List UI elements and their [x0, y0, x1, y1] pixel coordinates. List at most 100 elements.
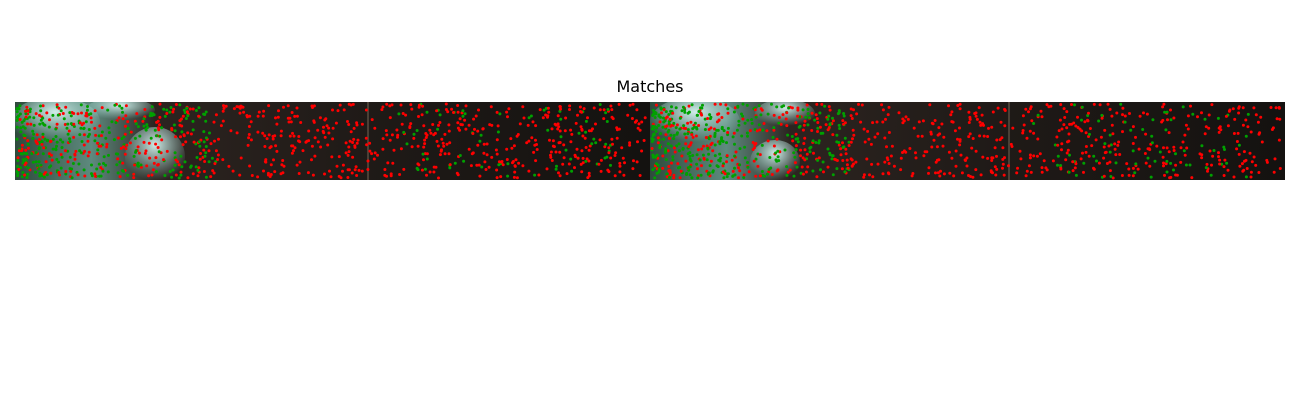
left-keypoint — [34, 151, 38, 155]
right-keypoint — [1100, 116, 1104, 120]
right-keypoint — [740, 134, 744, 138]
right-keypoint — [748, 129, 752, 133]
left-keypoint — [405, 142, 409, 146]
right-keypoint — [1158, 150, 1162, 154]
left-keypoint — [79, 151, 83, 155]
right-keypoint — [1250, 160, 1254, 164]
left-keypoint — [599, 158, 603, 162]
right-keypoint — [1021, 131, 1025, 135]
left-keypoint — [334, 121, 338, 125]
left-keypoint — [67, 129, 71, 133]
left-keypoint — [56, 113, 60, 117]
left-keypoint — [134, 149, 138, 153]
right-keypoint — [1217, 130, 1221, 134]
left-keypoint — [20, 120, 24, 124]
left-keypoint — [495, 168, 499, 172]
left-keypoint — [132, 154, 136, 158]
right-keypoint — [657, 170, 661, 174]
right-keypoint — [1036, 113, 1040, 117]
left-keypoint — [180, 165, 184, 169]
left-keypoint — [49, 164, 53, 168]
left-keypoint — [462, 159, 466, 163]
left-keypoint — [269, 163, 273, 167]
left-keypoint — [450, 107, 454, 111]
right-keypoint — [975, 117, 979, 121]
right-keypoint — [1210, 103, 1214, 107]
right-keypoint — [839, 153, 843, 157]
left-keypoint — [41, 121, 45, 125]
right-keypoint — [761, 173, 765, 177]
left-keypoint — [78, 149, 82, 153]
right-keypoint — [1125, 162, 1129, 166]
right-keypoint — [819, 168, 822, 172]
right-keypoint — [849, 140, 853, 144]
right-keypoint — [876, 132, 880, 136]
right-keypoint — [1053, 143, 1057, 147]
left-keypoint — [527, 169, 531, 173]
left-keypoint — [148, 156, 152, 160]
left-keypoint — [132, 172, 136, 176]
right-keypoint — [721, 170, 725, 174]
right-keypoint — [815, 102, 819, 106]
left-keypoint — [213, 162, 217, 166]
left-keypoint — [60, 146, 64, 149]
left-keypoint — [119, 146, 123, 150]
right-keypoint — [691, 135, 695, 139]
left-keypoint — [181, 143, 185, 147]
right-keypoint — [1174, 152, 1177, 156]
right-keypoint — [1249, 170, 1253, 174]
right-keypoint — [863, 140, 867, 144]
left-keypoint — [615, 126, 619, 130]
right-keypoint — [885, 145, 888, 149]
right-keypoint — [804, 115, 808, 119]
left-keypoint — [143, 151, 147, 155]
left-keypoint — [160, 138, 164, 142]
left-keypoint — [31, 136, 35, 140]
right-keypoint — [806, 165, 810, 169]
right-keypoint — [974, 168, 978, 172]
right-keypoint — [822, 170, 825, 174]
left-keypoint — [26, 139, 30, 143]
right-keypoint — [738, 169, 742, 173]
right-keypoint — [1190, 176, 1194, 180]
left-keypoint — [581, 156, 585, 160]
left-keypoint — [256, 114, 260, 118]
left-keypoint — [15, 107, 19, 111]
right-keypoint — [785, 173, 789, 177]
right-keypoint — [772, 128, 776, 132]
left-keypoint — [186, 176, 190, 180]
left-keypoint — [264, 158, 268, 162]
left-keypoint — [177, 176, 181, 180]
right-keypoint — [845, 158, 849, 162]
left-keypoint — [54, 127, 58, 131]
left-keypoint — [121, 110, 124, 114]
left-keypoint — [221, 109, 225, 113]
right-keypoint — [1092, 166, 1095, 170]
left-keypoint — [249, 138, 253, 142]
right-keypoint — [775, 105, 779, 109]
right-keypoint — [756, 164, 760, 168]
right-keypoint — [817, 156, 821, 160]
left-keypoint — [280, 163, 284, 167]
right-keypoint — [801, 172, 805, 176]
left-keypoint — [463, 118, 467, 122]
left-keypoint — [171, 110, 175, 114]
right-keypoint — [672, 173, 676, 177]
left-keypoint — [162, 158, 165, 162]
right-keypoint — [904, 150, 908, 154]
right-keypoint — [1148, 164, 1152, 168]
right-keypoint — [771, 135, 775, 139]
right-keypoint — [678, 176, 682, 180]
right-keypoint — [937, 158, 941, 162]
right-keypoint — [793, 161, 797, 165]
left-keypoint — [383, 173, 387, 177]
left-keypoint — [511, 161, 514, 165]
right-keypoint — [954, 164, 958, 168]
left-keypoint — [217, 137, 220, 141]
right-keypoint — [852, 108, 855, 112]
left-keypoint — [219, 124, 223, 128]
right-keypoint — [949, 113, 953, 117]
right-keypoint — [662, 120, 666, 124]
left-keypoint — [257, 110, 261, 114]
right-keypoint — [982, 123, 985, 127]
